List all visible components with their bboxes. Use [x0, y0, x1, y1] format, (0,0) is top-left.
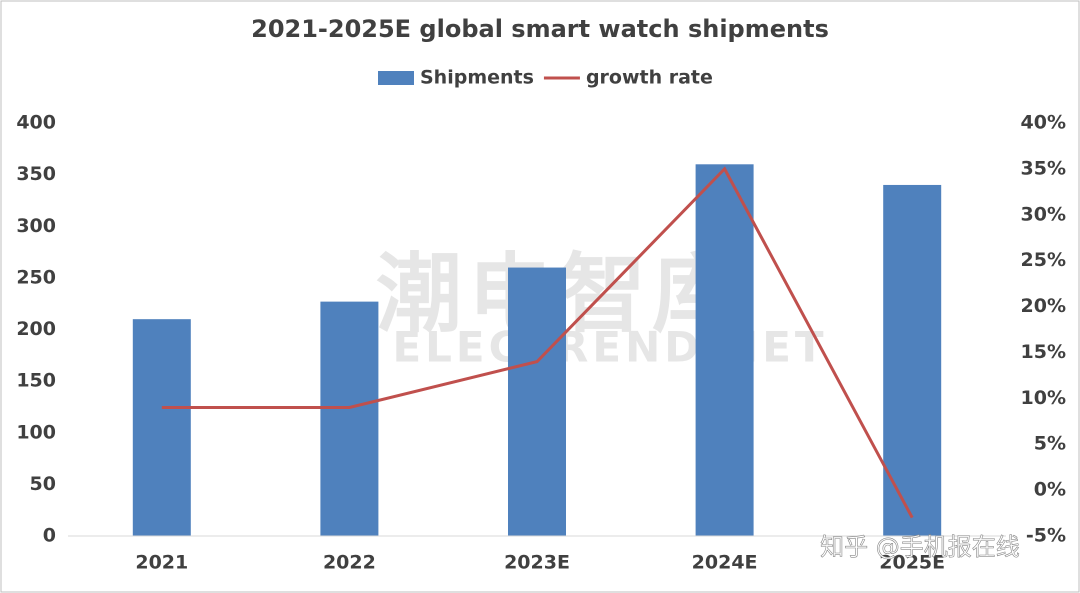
chart-title: 2021-2025E global smart watch shipments	[251, 15, 829, 43]
y2-tick-label: 25%	[1021, 249, 1066, 271]
x-tick-label: 2025E	[879, 552, 945, 574]
y-tick-label: 150	[16, 370, 56, 392]
legend-label: Shipments	[420, 67, 534, 89]
y2-tick-label: 10%	[1021, 387, 1066, 409]
y-tick-label: 200	[16, 318, 56, 340]
y-tick-label: 300	[16, 215, 56, 237]
x-tick-label: 2023E	[504, 552, 570, 574]
legend: Shipments growth rate	[378, 67, 713, 89]
y-tick-label: 350	[16, 163, 56, 185]
legend-label: growth rate	[586, 67, 713, 89]
bar	[508, 267, 566, 536]
y-tick-label: 100	[16, 421, 56, 443]
y2-tick-label: 15%	[1021, 341, 1066, 363]
y-tick-label: 50	[30, 473, 56, 495]
y2-tick-label: 20%	[1021, 295, 1066, 317]
bar	[883, 184, 942, 536]
legend-swatch	[378, 71, 414, 85]
y2-tick-label: 5%	[1034, 433, 1066, 455]
x-tick-label: 2021	[135, 552, 188, 574]
bar	[695, 164, 754, 537]
bar	[320, 301, 379, 536]
y-tick-label: 400	[16, 112, 56, 134]
plot: 0 50 100 150 200 250 300 350 400 -5% 0% 5% 10% 15% 20%…	[16, 67, 1066, 574]
line	[161, 166, 914, 519]
x-tick-label: 2022	[323, 552, 376, 574]
y2-tick-label: 30%	[1021, 203, 1066, 225]
y-tick-label: 250	[16, 266, 56, 288]
y2-tick-label: -5%	[1026, 525, 1066, 547]
source-watermark: 知乎 @手机报在线	[820, 533, 1020, 561]
y2-tick-label: 35%	[1021, 157, 1066, 179]
bar	[132, 319, 191, 536]
x-tick-label: 2024E	[692, 552, 758, 574]
y2-tick-label: 0%	[1034, 479, 1066, 501]
watermark: ELECTREND.NET	[392, 323, 827, 372]
y-tick-label: 0	[43, 525, 56, 547]
y2-tick-label: 40%	[1021, 112, 1066, 134]
